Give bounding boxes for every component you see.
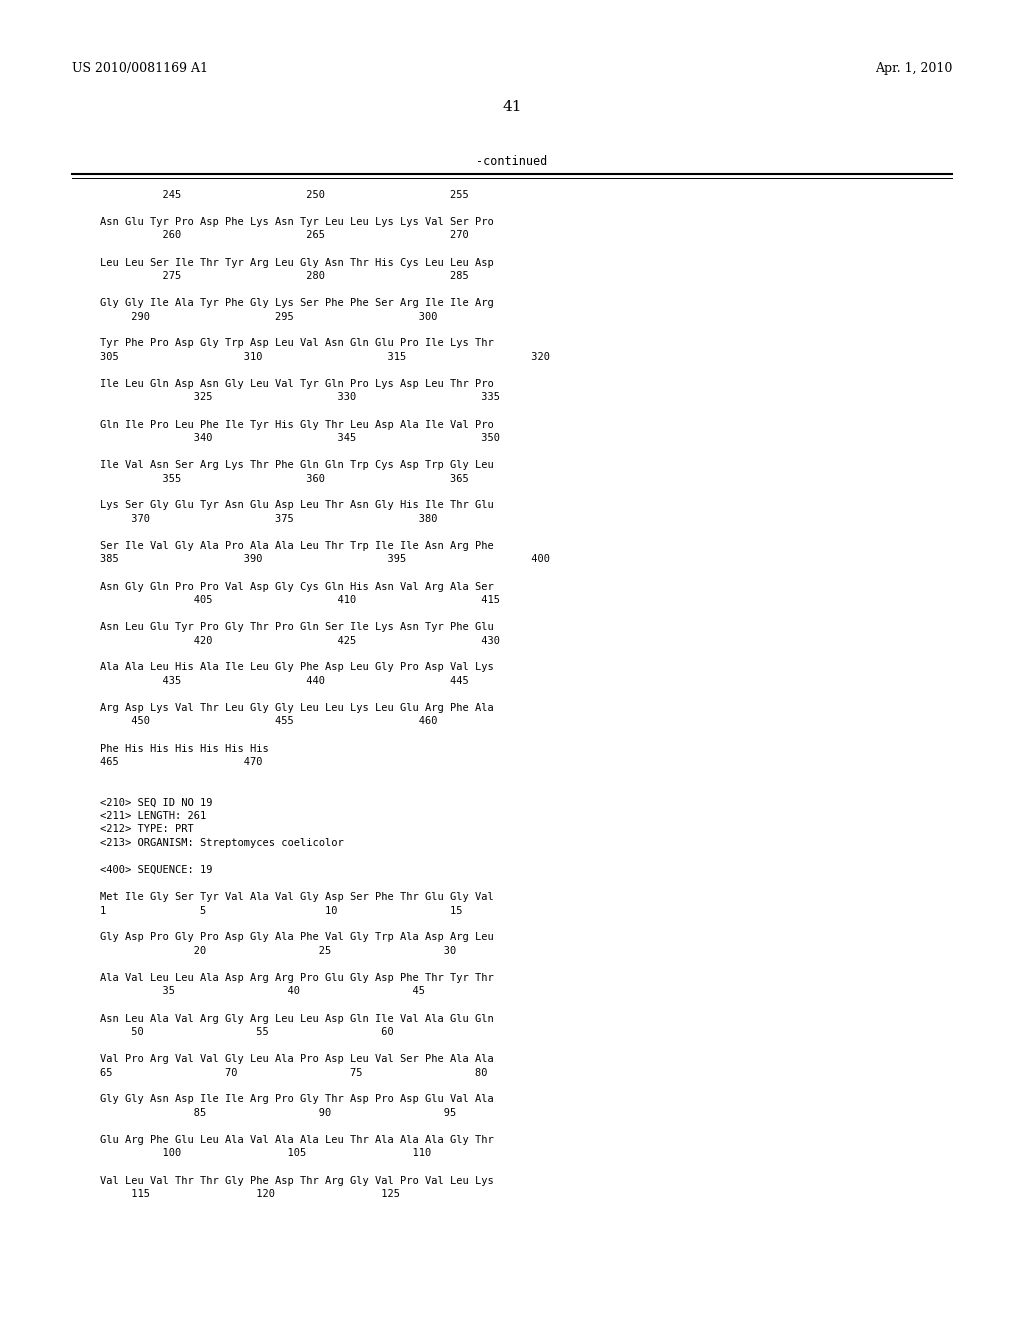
Text: Asn Gly Gln Pro Pro Val Asp Gly Cys Gln His Asn Val Arg Ala Ser: Asn Gly Gln Pro Pro Val Asp Gly Cys Gln … [100, 582, 494, 591]
Text: Lys Ser Gly Glu Tyr Asn Glu Asp Leu Thr Asn Gly His Ile Thr Glu: Lys Ser Gly Glu Tyr Asn Glu Asp Leu Thr … [100, 500, 494, 511]
Text: 115                 120                 125: 115 120 125 [100, 1189, 400, 1199]
Text: US 2010/0081169 A1: US 2010/0081169 A1 [72, 62, 208, 75]
Text: Val Leu Val Thr Thr Gly Phe Asp Thr Arg Gly Val Pro Val Leu Lys: Val Leu Val Thr Thr Gly Phe Asp Thr Arg … [100, 1176, 494, 1185]
Text: Asn Leu Glu Tyr Pro Gly Thr Pro Gln Ser Ile Lys Asn Tyr Phe Glu: Asn Leu Glu Tyr Pro Gly Thr Pro Gln Ser … [100, 622, 494, 632]
Text: Gly Gly Asn Asp Ile Ile Arg Pro Gly Thr Asp Pro Asp Glu Val Ala: Gly Gly Asn Asp Ile Ile Arg Pro Gly Thr … [100, 1094, 494, 1105]
Text: 340                    345                    350: 340 345 350 [100, 433, 500, 444]
Text: Ser Ile Val Gly Ala Pro Ala Ala Leu Thr Trp Ile Ile Asn Arg Phe: Ser Ile Val Gly Ala Pro Ala Ala Leu Thr … [100, 541, 494, 550]
Text: 41: 41 [502, 100, 522, 114]
Text: Gln Ile Pro Leu Phe Ile Tyr His Gly Thr Leu Asp Ala Ile Val Pro: Gln Ile Pro Leu Phe Ile Tyr His Gly Thr … [100, 420, 494, 429]
Text: <400> SEQUENCE: 19: <400> SEQUENCE: 19 [100, 865, 213, 875]
Text: Arg Asp Lys Val Thr Leu Gly Gly Leu Leu Lys Leu Glu Arg Phe Ala: Arg Asp Lys Val Thr Leu Gly Gly Leu Leu … [100, 704, 494, 713]
Text: 85                  90                  95: 85 90 95 [100, 1107, 457, 1118]
Text: 290                    295                    300: 290 295 300 [100, 312, 437, 322]
Text: 275                    280                    285: 275 280 285 [100, 271, 469, 281]
Text: <210> SEQ ID NO 19: <210> SEQ ID NO 19 [100, 797, 213, 808]
Text: 385                    390                    395                    400: 385 390 395 400 [100, 554, 550, 565]
Text: 100                 105                 110: 100 105 110 [100, 1148, 431, 1159]
Text: Asn Leu Ala Val Arg Gly Arg Leu Leu Asp Gln Ile Val Ala Glu Gln: Asn Leu Ala Val Arg Gly Arg Leu Leu Asp … [100, 1014, 494, 1023]
Text: Apr. 1, 2010: Apr. 1, 2010 [874, 62, 952, 75]
Text: <213> ORGANISM: Streptomyces coelicolor: <213> ORGANISM: Streptomyces coelicolor [100, 838, 344, 847]
Text: 35                  40                  45: 35 40 45 [100, 986, 425, 997]
Text: Glu Arg Phe Glu Leu Ala Val Ala Ala Leu Thr Ala Ala Ala Gly Thr: Glu Arg Phe Glu Leu Ala Val Ala Ala Leu … [100, 1135, 494, 1144]
Text: 465                    470: 465 470 [100, 756, 262, 767]
Text: Ala Val Leu Leu Ala Asp Arg Arg Pro Glu Gly Asp Phe Thr Tyr Thr: Ala Val Leu Leu Ala Asp Arg Arg Pro Glu … [100, 973, 494, 983]
Text: -continued: -continued [476, 154, 548, 168]
Text: Gly Asp Pro Gly Pro Asp Gly Ala Phe Val Gly Trp Ala Asp Arg Leu: Gly Asp Pro Gly Pro Asp Gly Ala Phe Val … [100, 932, 494, 942]
Text: <212> TYPE: PRT: <212> TYPE: PRT [100, 825, 194, 834]
Text: 325                    330                    335: 325 330 335 [100, 392, 500, 403]
Text: Phe His His His His His His: Phe His His His His His His [100, 743, 268, 754]
Text: <211> LENGTH: 261: <211> LENGTH: 261 [100, 810, 206, 821]
Text: 435                    440                    445: 435 440 445 [100, 676, 469, 686]
Text: Leu Leu Ser Ile Thr Tyr Arg Leu Gly Asn Thr His Cys Leu Leu Asp: Leu Leu Ser Ile Thr Tyr Arg Leu Gly Asn … [100, 257, 494, 268]
Text: Ile Leu Gln Asp Asn Gly Leu Val Tyr Gln Pro Lys Asp Leu Thr Pro: Ile Leu Gln Asp Asn Gly Leu Val Tyr Gln … [100, 379, 494, 389]
Text: 450                    455                    460: 450 455 460 [100, 717, 437, 726]
Text: Gly Gly Ile Ala Tyr Phe Gly Lys Ser Phe Phe Ser Arg Ile Ile Arg: Gly Gly Ile Ala Tyr Phe Gly Lys Ser Phe … [100, 298, 494, 308]
Text: 355                    360                    365: 355 360 365 [100, 474, 469, 483]
Text: 260                    265                    270: 260 265 270 [100, 231, 469, 240]
Text: 420                    425                    430: 420 425 430 [100, 635, 500, 645]
Text: 370                    375                    380: 370 375 380 [100, 513, 437, 524]
Text: Ile Val Asn Ser Arg Lys Thr Phe Gln Gln Trp Cys Asp Trp Gly Leu: Ile Val Asn Ser Arg Lys Thr Phe Gln Gln … [100, 459, 494, 470]
Text: 65                  70                  75                  80: 65 70 75 80 [100, 1068, 487, 1077]
Text: 245                    250                    255: 245 250 255 [100, 190, 469, 201]
Text: 405                    410                    415: 405 410 415 [100, 595, 500, 605]
Text: 20                  25                  30: 20 25 30 [100, 946, 457, 956]
Text: Ala Ala Leu His Ala Ile Leu Gly Phe Asp Leu Gly Pro Asp Val Lys: Ala Ala Leu His Ala Ile Leu Gly Phe Asp … [100, 663, 494, 672]
Text: 1               5                   10                  15: 1 5 10 15 [100, 906, 463, 916]
Text: 50                  55                  60: 50 55 60 [100, 1027, 394, 1038]
Text: 305                    310                    315                    320: 305 310 315 320 [100, 352, 550, 362]
Text: Val Pro Arg Val Val Gly Leu Ala Pro Asp Leu Val Ser Phe Ala Ala: Val Pro Arg Val Val Gly Leu Ala Pro Asp … [100, 1053, 494, 1064]
Text: Tyr Phe Pro Asp Gly Trp Asp Leu Val Asn Gln Glu Pro Ile Lys Thr: Tyr Phe Pro Asp Gly Trp Asp Leu Val Asn … [100, 338, 494, 348]
Text: Met Ile Gly Ser Tyr Val Ala Val Gly Asp Ser Phe Thr Glu Gly Val: Met Ile Gly Ser Tyr Val Ala Val Gly Asp … [100, 892, 494, 902]
Text: Asn Glu Tyr Pro Asp Phe Lys Asn Tyr Leu Leu Lys Lys Val Ser Pro: Asn Glu Tyr Pro Asp Phe Lys Asn Tyr Leu … [100, 216, 494, 227]
